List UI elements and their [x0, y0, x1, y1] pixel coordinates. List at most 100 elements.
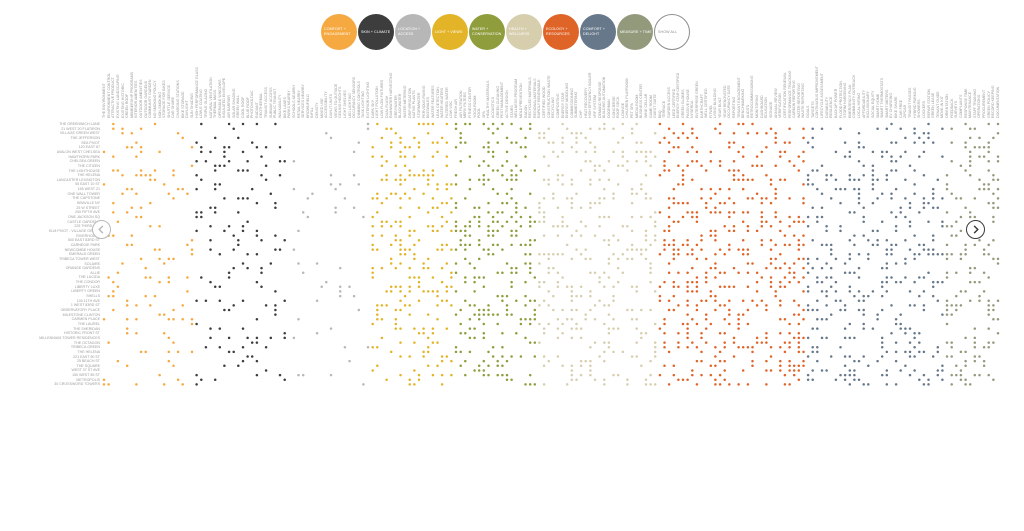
next-button[interactable]	[966, 220, 985, 239]
matrix-dot	[890, 159, 893, 163]
matrix-dot	[992, 178, 995, 182]
matrix-dot	[454, 350, 458, 354]
matrix-dot	[797, 155, 801, 158]
matrix-dot	[834, 257, 838, 261]
filter-ecology-resources[interactable]: ECOLOGY + RESOURCES	[543, 14, 579, 50]
matrix-dot	[561, 220, 564, 223]
matrix-dot	[945, 276, 949, 279]
matrix-dot	[640, 141, 643, 144]
matrix-dot	[394, 327, 398, 330]
matrix-dot	[538, 220, 541, 223]
matrix-dot	[570, 364, 574, 368]
matrix-dot	[987, 276, 990, 279]
matrix-dot	[968, 280, 972, 284]
matrix-dot	[704, 327, 708, 330]
matrix-dot	[945, 313, 949, 316]
matrix-dot	[125, 243, 129, 247]
matrix-dot	[723, 201, 726, 205]
matrix-dot	[691, 252, 694, 256]
matrix-dot	[663, 229, 666, 233]
matrix-dot	[570, 318, 574, 321]
matrix-dot	[987, 187, 990, 191]
matrix-dot	[450, 197, 453, 200]
matrix-dot	[158, 280, 161, 284]
matrix-dot	[630, 132, 634, 135]
matrix-dot	[570, 197, 574, 200]
matrix-dot	[491, 215, 495, 219]
matrix-dot	[598, 355, 601, 358]
matrix-dot	[973, 127, 977, 130]
matrix-dot	[649, 280, 652, 284]
filter-skin-climate[interactable]: SKIN + CLIMATE	[358, 14, 394, 50]
matrix-dot	[482, 332, 486, 335]
matrix-dot	[371, 276, 374, 279]
filter-comfort-engagement[interactable]: COMFORT + ENGAGEMENT	[321, 14, 357, 50]
row-label: OBSERVATORY PLACE	[60, 308, 100, 312]
row-label: 25 BEACH ST	[77, 359, 100, 364]
matrix-dot	[501, 364, 504, 368]
filter-measure-time[interactable]: MEASURE + TIME	[617, 14, 653, 50]
matrix-dot	[700, 336, 703, 340]
matrix-dot	[468, 318, 472, 321]
matrix-dot	[857, 290, 861, 293]
matrix-dot	[464, 299, 467, 302]
matrix-dot	[565, 383, 569, 386]
matrix-dot	[436, 290, 439, 293]
matrix-dot	[274, 313, 277, 316]
filter-light-views[interactable]: LIGHT + VIEWS	[432, 14, 468, 50]
matrix-dot	[454, 127, 458, 130]
row-label: THE CAPSTONE	[72, 196, 100, 201]
matrix-dot	[422, 266, 425, 270]
filter-water-conservation[interactable]: WATER + CONSERVATION	[469, 14, 505, 50]
matrix-dot	[862, 299, 865, 302]
matrix-dot	[816, 215, 819, 219]
matrix-dot	[663, 164, 666, 168]
matrix-dot	[603, 304, 606, 307]
matrix-dot	[399, 141, 402, 144]
matrix-dot	[839, 299, 842, 302]
matrix-dot	[718, 132, 722, 135]
matrix-dot	[491, 313, 495, 316]
matrix-dot	[792, 369, 796, 372]
matrix-dot	[695, 322, 699, 326]
matrix-dot	[922, 304, 926, 307]
matrix-dot	[464, 122, 467, 126]
matrix-dot	[996, 132, 1000, 135]
matrix-dot	[973, 341, 977, 344]
matrix-dot	[806, 178, 810, 182]
matrix-dot	[663, 345, 666, 349]
matrix-dot	[538, 341, 541, 344]
matrix-dot	[792, 299, 796, 302]
matrix-dot	[853, 373, 856, 377]
matrix-dot	[181, 318, 184, 321]
matrix-dot	[913, 345, 916, 349]
matrix-dot	[603, 239, 606, 242]
filter-show-all[interactable]: SHOW ALL	[654, 14, 690, 50]
matrix-dot	[723, 359, 726, 363]
matrix-dot	[718, 332, 722, 335]
matrix-dot	[658, 211, 662, 214]
matrix-dot	[292, 248, 296, 251]
filter-location-access[interactable]: LOCATION + ACCESS	[395, 14, 431, 50]
matrix-dot	[996, 159, 1000, 163]
filter-health-wellness[interactable]: HEALTH + WELLNESS	[506, 14, 542, 50]
matrix-dot	[663, 159, 666, 163]
matrix-dot	[959, 373, 963, 377]
matrix-dot	[714, 276, 717, 279]
matrix-dot	[334, 206, 337, 209]
matrix-dot	[584, 313, 587, 316]
filter-comfort-delight[interactable]: COMFORT + DELIGHT	[580, 14, 616, 50]
matrix-dot	[677, 345, 680, 349]
matrix-dot	[603, 341, 606, 344]
matrix-dot	[371, 243, 374, 247]
matrix-dot	[593, 201, 597, 205]
matrix-dot	[635, 355, 638, 358]
matrix-dot	[853, 359, 856, 363]
matrix-dot	[209, 206, 212, 209]
row-label: 100 11TH AVE	[76, 298, 100, 303]
matrix-dot	[825, 178, 828, 182]
matrix-dot	[686, 345, 689, 349]
previous-button[interactable]	[92, 220, 111, 239]
matrix-dot	[890, 248, 893, 251]
matrix-dot	[232, 350, 235, 354]
